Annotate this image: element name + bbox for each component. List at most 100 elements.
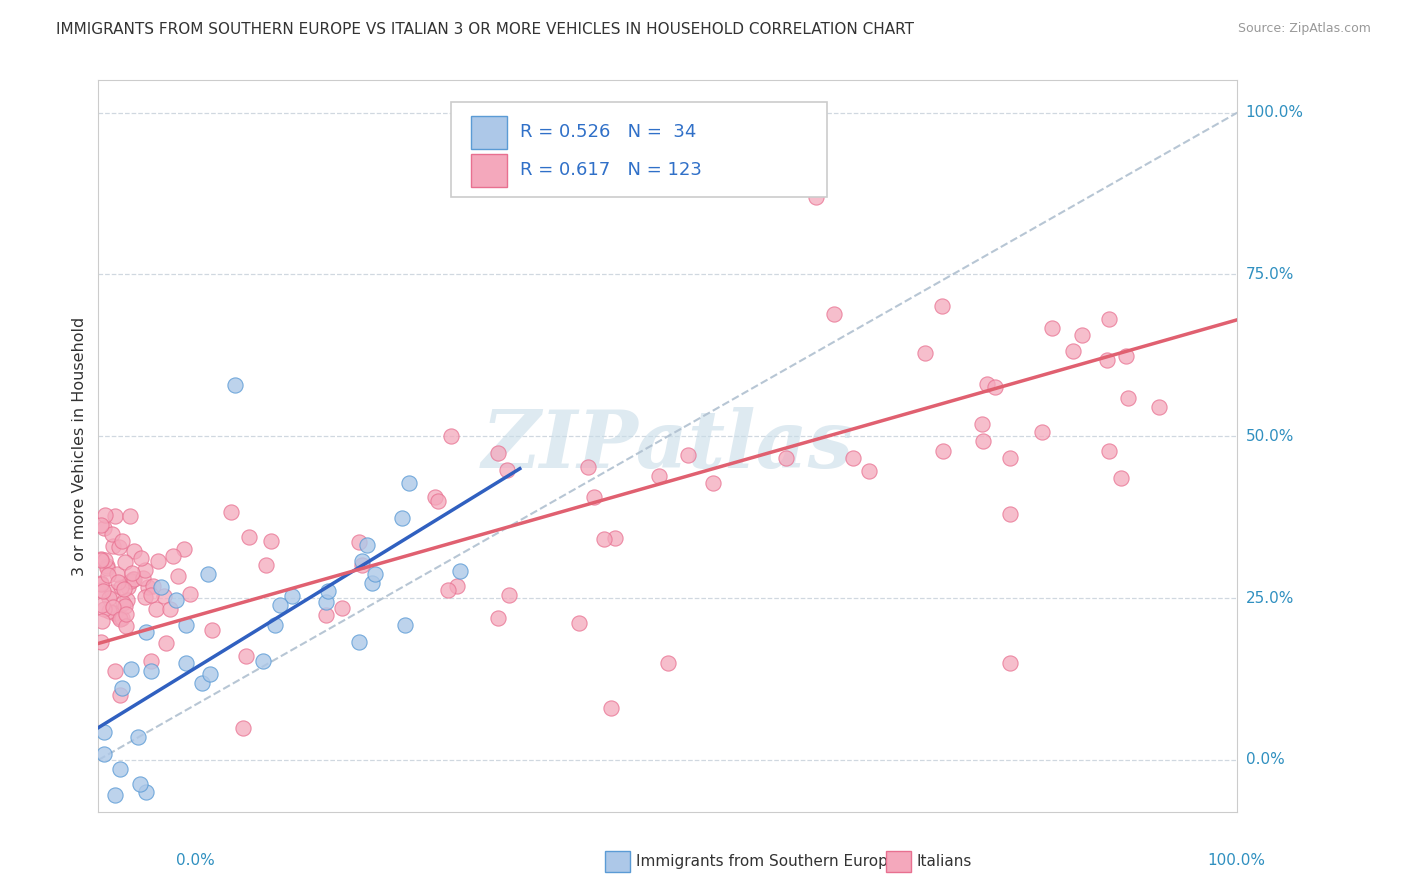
Point (423, 490, 446, 504)
Point (115, 619, 138, 633)
Text: 75.0%: 75.0% (1246, 267, 1294, 282)
Point (496, 463, 519, 477)
Point (998, 507, 1021, 521)
Point (364, 567, 387, 582)
Point (94, 508, 117, 523)
Point (121, 572, 143, 586)
Point (347, 635, 370, 649)
Point (179, 587, 201, 601)
Point (111, 611, 134, 625)
Point (197, 566, 219, 581)
Text: 100.0%: 100.0% (1208, 854, 1265, 868)
Point (159, 601, 181, 615)
Point (1062, 344, 1084, 359)
Point (972, 417, 994, 431)
Point (224, 377, 246, 392)
Point (108, 762, 131, 776)
Point (97, 568, 120, 582)
Point (121, 566, 143, 580)
Point (101, 585, 124, 599)
Point (998, 656, 1021, 670)
Point (104, 509, 127, 524)
Point (94, 553, 117, 567)
Point (139, 654, 162, 668)
FancyBboxPatch shape (451, 103, 827, 197)
Point (108, 610, 131, 624)
Point (142, 579, 165, 593)
Point (134, 590, 156, 604)
Point (114, 555, 136, 569)
Point (104, 664, 127, 678)
Point (100, 527, 122, 541)
Point (117, 580, 139, 594)
Point (141, 664, 163, 678)
Point (90, 553, 112, 567)
Point (352, 558, 374, 573)
Point (1115, 349, 1137, 363)
Point (174, 656, 197, 670)
Point (316, 584, 339, 599)
Point (90, 518, 112, 533)
Point (238, 530, 260, 544)
Point (269, 598, 291, 612)
Point (1098, 444, 1121, 458)
Text: Immigrants from Southern Europe: Immigrants from Southern Europe (636, 855, 897, 869)
Point (260, 534, 283, 549)
Point (648, 469, 671, 483)
Text: 100.0%: 100.0% (1246, 105, 1303, 120)
Point (105, 567, 128, 582)
Point (101, 539, 124, 553)
Point (162, 549, 184, 563)
Point (998, 451, 1021, 466)
Point (115, 593, 138, 607)
Point (263, 618, 285, 632)
Point (150, 580, 173, 594)
Point (111, 681, 134, 695)
Text: 0.0%: 0.0% (176, 854, 215, 868)
Point (1040, 320, 1063, 334)
Point (446, 579, 468, 593)
Point (315, 594, 337, 608)
Point (583, 490, 606, 504)
Text: IMMIGRANTS FROM SOUTHERN EUROPE VS ITALIAN 3 OR MORE VEHICLES IN HOUSEHOLD CORRE: IMMIGRANTS FROM SOUTHERN EUROPE VS ITALI… (56, 22, 914, 37)
Point (173, 542, 195, 557)
Point (804, 190, 827, 204)
Point (1031, 425, 1053, 439)
Point (657, 656, 679, 670)
Point (576, 459, 599, 474)
Point (858, 464, 880, 478)
Point (111, 533, 134, 548)
Point (1071, 328, 1094, 343)
Point (360, 576, 382, 591)
Point (486, 611, 509, 625)
Point (108, 612, 131, 626)
Text: Source: ZipAtlas.com: Source: ZipAtlas.com (1237, 22, 1371, 36)
Point (97, 591, 120, 605)
Point (108, 540, 131, 554)
Point (356, 538, 378, 552)
Point (914, 345, 936, 359)
Point (155, 635, 177, 649)
Point (449, 564, 471, 578)
Point (823, 307, 845, 321)
Point (600, 701, 623, 715)
Point (440, 429, 463, 443)
Point (146, 554, 169, 568)
Point (90, 577, 112, 591)
Point (128, 777, 150, 791)
Text: 50.0%: 50.0% (1246, 429, 1294, 444)
Point (775, 451, 797, 466)
Point (931, 299, 953, 313)
Point (90, 635, 112, 649)
Point (127, 730, 149, 744)
Text: R = 0.617   N = 123: R = 0.617 N = 123 (520, 161, 702, 179)
Point (135, 625, 157, 640)
Point (398, 475, 420, 490)
Point (219, 505, 242, 519)
Point (1098, 312, 1121, 326)
Point (166, 568, 188, 582)
Point (605, 531, 627, 545)
Point (91, 599, 114, 613)
Point (122, 572, 145, 586)
Point (152, 589, 174, 603)
